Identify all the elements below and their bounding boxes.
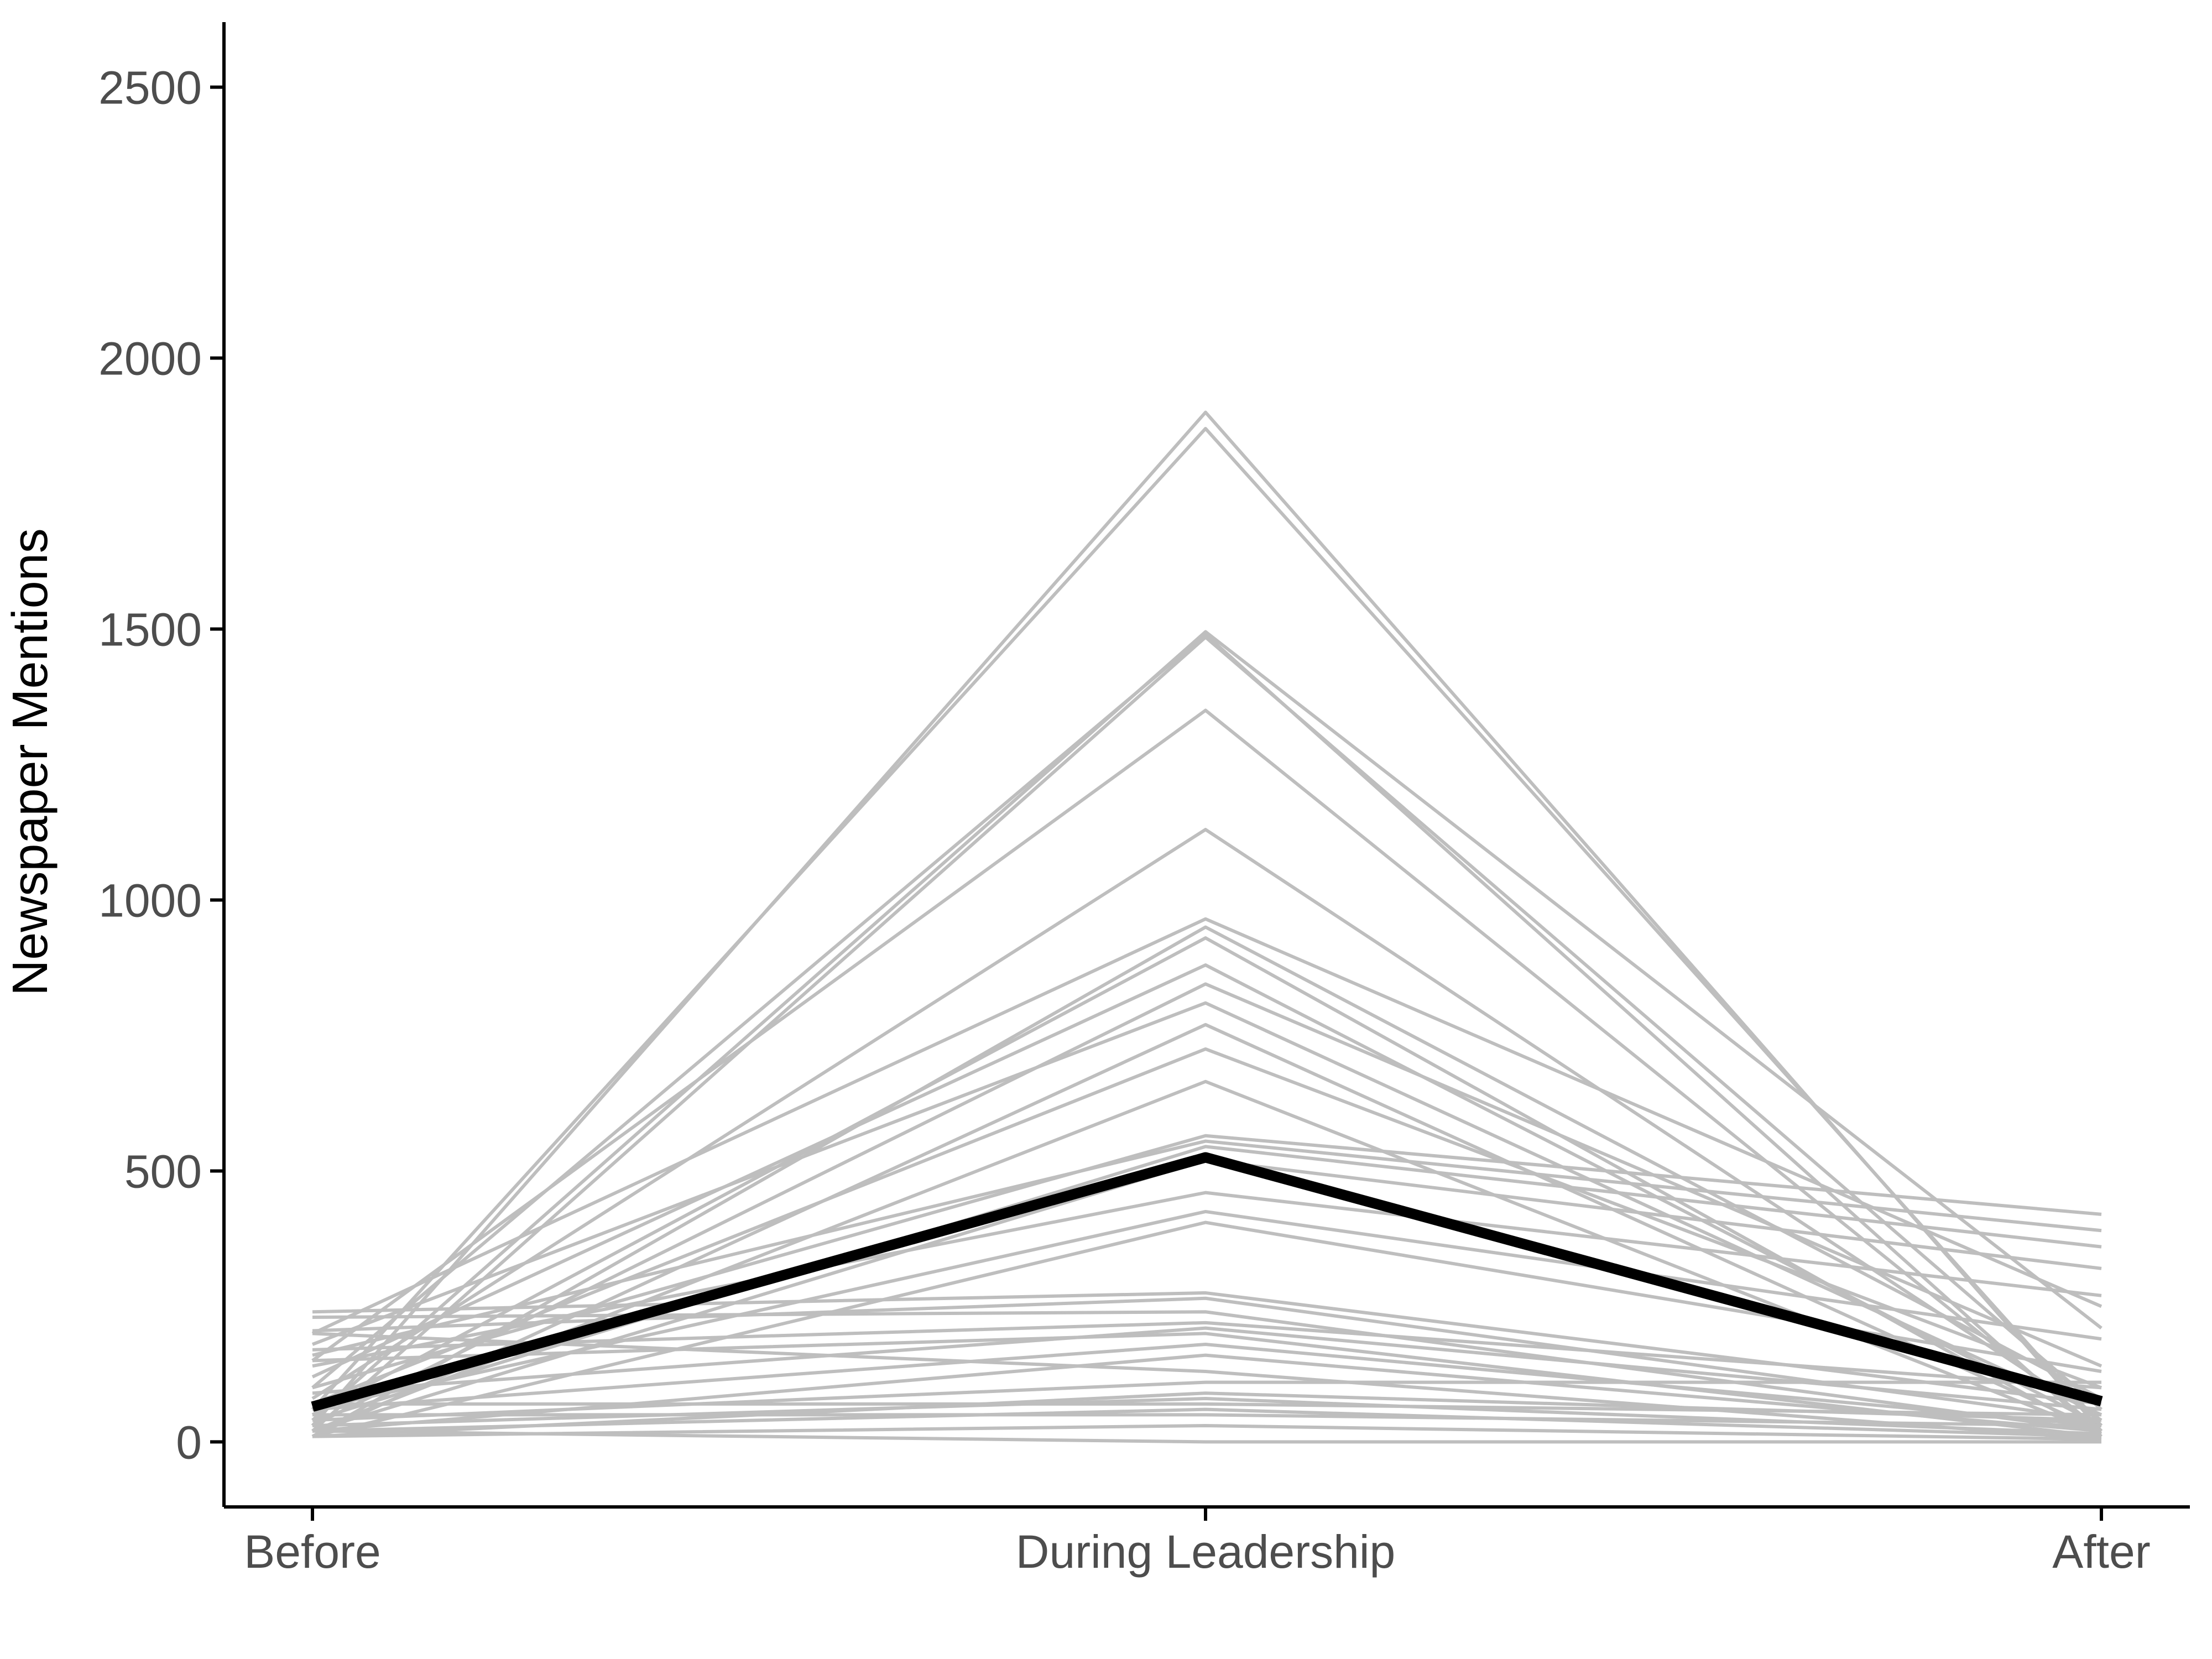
series-line-22 xyxy=(312,1209,2102,1411)
mean-series-line xyxy=(311,1152,2103,1412)
series-line-5 xyxy=(311,635,2103,1433)
series-line-33 xyxy=(312,1380,2101,1422)
series-line-12 xyxy=(311,982,2103,1427)
series-line-31 xyxy=(312,1353,2102,1433)
series-line-32 xyxy=(312,1332,2102,1441)
y-tick-label: 500 xyxy=(124,1145,202,1197)
series-line-3 xyxy=(311,633,2103,1438)
x-tick-label: During Leadership xyxy=(1016,1526,1395,1578)
series-line-7 xyxy=(311,828,2103,1422)
individual-series-lines xyxy=(311,410,2103,1444)
mean-line xyxy=(311,1152,2103,1412)
y-tick-label: 2500 xyxy=(98,62,202,114)
y-axis-ticks: 0 500 1000 1500 2000 2500 xyxy=(98,62,224,1468)
series-line-40 xyxy=(312,1429,2101,1444)
x-tick-label: After xyxy=(2052,1526,2150,1578)
series-line-11 xyxy=(311,963,2103,1427)
series-line-29 xyxy=(312,1332,2102,1438)
series-line-21 xyxy=(312,1191,2102,1368)
series-line-8 xyxy=(311,917,2103,1335)
series-line-15 xyxy=(311,1047,2103,1406)
series-line-2 xyxy=(311,426,2103,1427)
y-tick-label: 2000 xyxy=(98,333,202,385)
x-tick-label: Before xyxy=(244,1526,381,1578)
series-line-17 xyxy=(312,1134,2102,1390)
series-line-6 xyxy=(311,708,2103,1433)
series-line-37 xyxy=(312,1407,2102,1438)
series-line-9 xyxy=(311,925,2103,1438)
y-tick-label: 0 xyxy=(176,1416,202,1468)
series-line-1 xyxy=(311,410,2103,1432)
series-line-30 xyxy=(312,1343,2102,1427)
series-line-38 xyxy=(312,1413,2102,1428)
series-line-36 xyxy=(312,1402,2102,1417)
y-axis-title: Newspaper Mentions xyxy=(3,528,58,995)
series-line-10 xyxy=(311,936,2103,1438)
series-line-27 xyxy=(312,1321,2102,1390)
series-line-18 xyxy=(312,1139,2102,1357)
series-line-13 xyxy=(311,1001,2103,1417)
y-tick-label: 1500 xyxy=(98,604,202,656)
y-tick-label: 1000 xyxy=(98,874,202,926)
series-line-4 xyxy=(311,630,2103,1422)
series-line-39 xyxy=(312,1424,2102,1441)
series-line-26 xyxy=(312,1310,2102,1433)
x-axis-ticks: Before During Leadership After xyxy=(244,1507,2151,1578)
